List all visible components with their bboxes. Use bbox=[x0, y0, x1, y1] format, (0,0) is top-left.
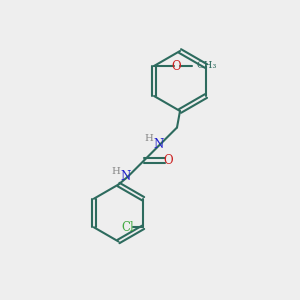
Text: N: N bbox=[121, 170, 131, 184]
Text: O: O bbox=[171, 59, 181, 73]
Text: O: O bbox=[164, 154, 173, 167]
Text: CH₃: CH₃ bbox=[196, 61, 217, 70]
Text: H: H bbox=[112, 167, 121, 176]
Text: Cl: Cl bbox=[121, 221, 134, 234]
Text: H: H bbox=[145, 134, 154, 143]
Text: N: N bbox=[154, 137, 164, 151]
